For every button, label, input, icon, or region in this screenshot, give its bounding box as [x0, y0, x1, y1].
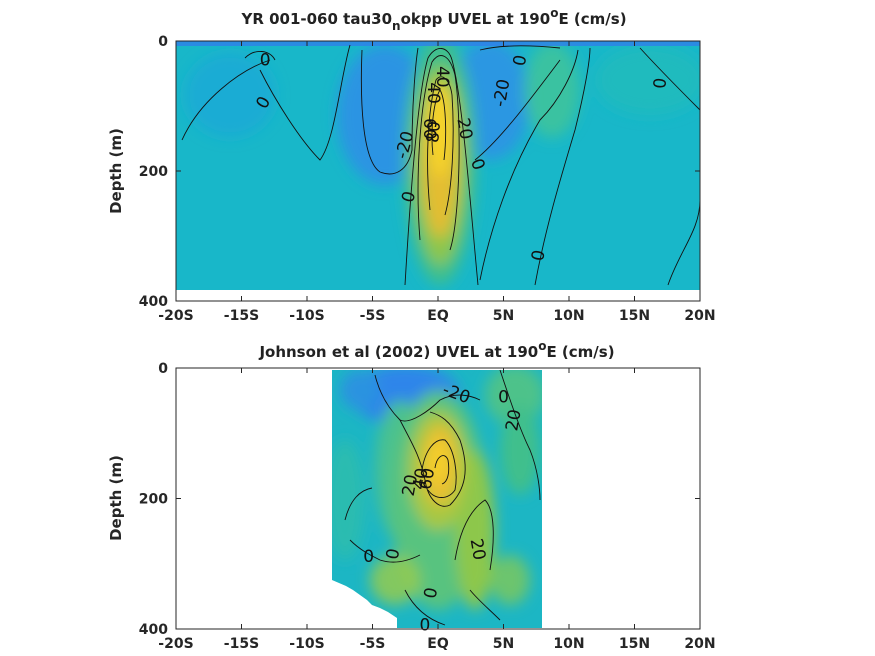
bottom-contour-label: 60 [416, 467, 439, 492]
bottom-ylabel: Depth (m) [107, 455, 125, 541]
bottom-field [332, 370, 542, 628]
bottom-ytick-label: 0 [158, 361, 168, 377]
top-contour-label: 40 [423, 82, 443, 104]
bottom-ytick-label: 200 [139, 492, 168, 508]
bottom-contour-label: 20 [466, 537, 489, 562]
bottom-panel: Johnson et al (2002) UVEL at 190oE (cm/s… [107, 339, 716, 652]
top-contour-label: -20 [490, 78, 515, 109]
top-ytick-label: 400 [139, 294, 168, 310]
bottom-xtick-label: -15S [224, 636, 259, 652]
bottom-contour-label: 0 [421, 586, 443, 600]
top-contour-label: 0 [398, 189, 420, 205]
top-xtick-label: 20N [684, 308, 715, 324]
top-contour-label: 0 [650, 77, 671, 90]
top-contours [181, 44, 701, 286]
top-title: YR 001-060 tau30nokpp UVEL at 190oE (cm/… [240, 6, 626, 33]
bottom-contour-label: 20 [399, 473, 422, 498]
bottom-contour-label: 0 [498, 387, 509, 407]
top-contour-label: 80 [423, 120, 445, 143]
top-xtick-label: -5S [360, 308, 386, 324]
top-contour-label: 0 [510, 53, 532, 67]
bottom-xtick-label: 15N [619, 636, 650, 652]
top-ylabel: Depth (m) [107, 128, 125, 214]
top-ytick-label: 200 [139, 164, 168, 180]
top-xtick-label: -10S [289, 308, 324, 324]
bottom-contours [344, 369, 541, 626]
bottom-ytick-label: 400 [139, 622, 168, 638]
bottom-xtick-label: 10N [553, 636, 584, 652]
top-contour-label: 40 [432, 66, 452, 88]
bottom-xtick-label: -10S [289, 636, 324, 652]
top-contour-label: 60 [419, 118, 439, 140]
bottom-contour-label: 0 [363, 547, 374, 567]
top-panel: YR 001-060 tau30nokpp UVEL at 190oE (cm/… [107, 6, 716, 324]
top-xtick-label: -20S [158, 308, 193, 324]
bottom-contour-label: 0 [419, 616, 430, 636]
top-xtick-label: 10N [553, 308, 584, 324]
bottom-xtick-label: -20S [158, 636, 193, 652]
bottom-contour-label: 20 [502, 408, 525, 433]
bottom-xtick-label: 5N [493, 636, 514, 652]
top-contour-label: 0 [260, 51, 271, 71]
top-xtick-label: EQ [427, 308, 449, 324]
top-contour-label: 20 [452, 116, 475, 141]
bottom-title: Johnson et al (2002) UVEL at 190oE (cm/s… [258, 339, 614, 361]
top-xtick-label: -15S [224, 308, 259, 324]
top-xtick-label: 5N [493, 308, 514, 324]
top-contour-label: 0 [528, 248, 550, 262]
bottom-contour-label: 40 [409, 467, 432, 492]
bottom-xtick-label: 20N [684, 636, 715, 652]
bottom-contour-label: 0 [383, 547, 405, 561]
bottom-xtick-label: EQ [427, 636, 449, 652]
bottom-xtick-label: -5S [360, 636, 386, 652]
top-xtick-label: 15N [619, 308, 650, 324]
top-ytick-label: 0 [158, 34, 168, 50]
